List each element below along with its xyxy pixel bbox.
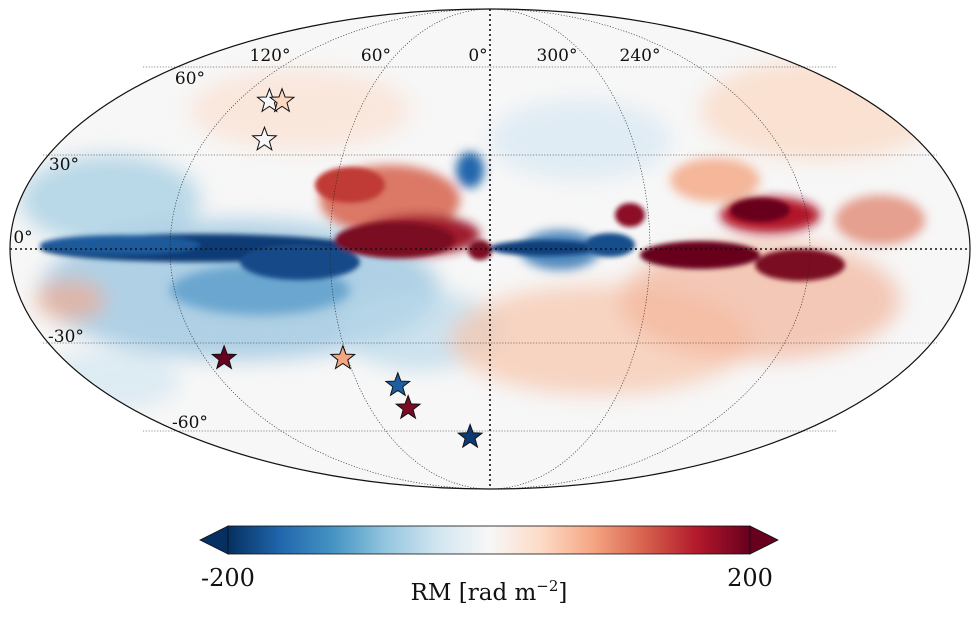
- colorbar-min-label: -200: [201, 564, 255, 592]
- lat-label-0: 0°: [13, 228, 32, 248]
- colorbar-body: [227, 525, 751, 555]
- lat-label-30: 30°: [49, 155, 79, 175]
- latitude-labels: 60° 30° 0° -30° -60°: [13, 69, 208, 433]
- lat-label-minus30: -30°: [48, 327, 84, 347]
- star-marker-2: [268, 87, 296, 113]
- star-marker-3: [251, 125, 278, 151]
- lon-label-300: 300°: [537, 46, 578, 66]
- colorbar-label-close: ]: [558, 580, 567, 606]
- star-marker-4: [210, 344, 238, 370]
- colorbar-label-main: RM [rad m: [411, 580, 537, 606]
- lat-label-60: 60°: [175, 69, 205, 89]
- colorbar-extend-max: [749, 525, 779, 555]
- colorbar-label-exponent: −2: [536, 577, 558, 595]
- mollweide-map: 120° 60° 0° 300° 240° 60° 30° 0° -30° -6…: [9, 8, 971, 490]
- lon-label-60: 60°: [361, 46, 391, 66]
- star-marker-7: [394, 394, 422, 420]
- star-marker-5: [329, 344, 357, 370]
- lon-label-120: 120°: [250, 46, 291, 66]
- star-marker-6: [384, 371, 412, 397]
- map-boundary: [9, 8, 971, 490]
- colorbar-axis-label: RM [rad m−2]: [411, 577, 568, 606]
- colorbar: -200 200 RM [rad m−2]: [199, 525, 779, 606]
- star-marker-8: [456, 423, 484, 449]
- longitude-labels: 120° 60° 0° 300° 240°: [250, 46, 661, 66]
- lon-label-240: 240°: [620, 46, 661, 66]
- lon-label-0: 0°: [468, 46, 487, 66]
- colorbar-extend-min: [199, 525, 229, 555]
- graticule-equator-meridian: [10, 9, 970, 489]
- source-markers: [210, 87, 484, 449]
- lat-label-minus60: -60°: [172, 413, 208, 433]
- colorbar-max-label: 200: [727, 564, 773, 592]
